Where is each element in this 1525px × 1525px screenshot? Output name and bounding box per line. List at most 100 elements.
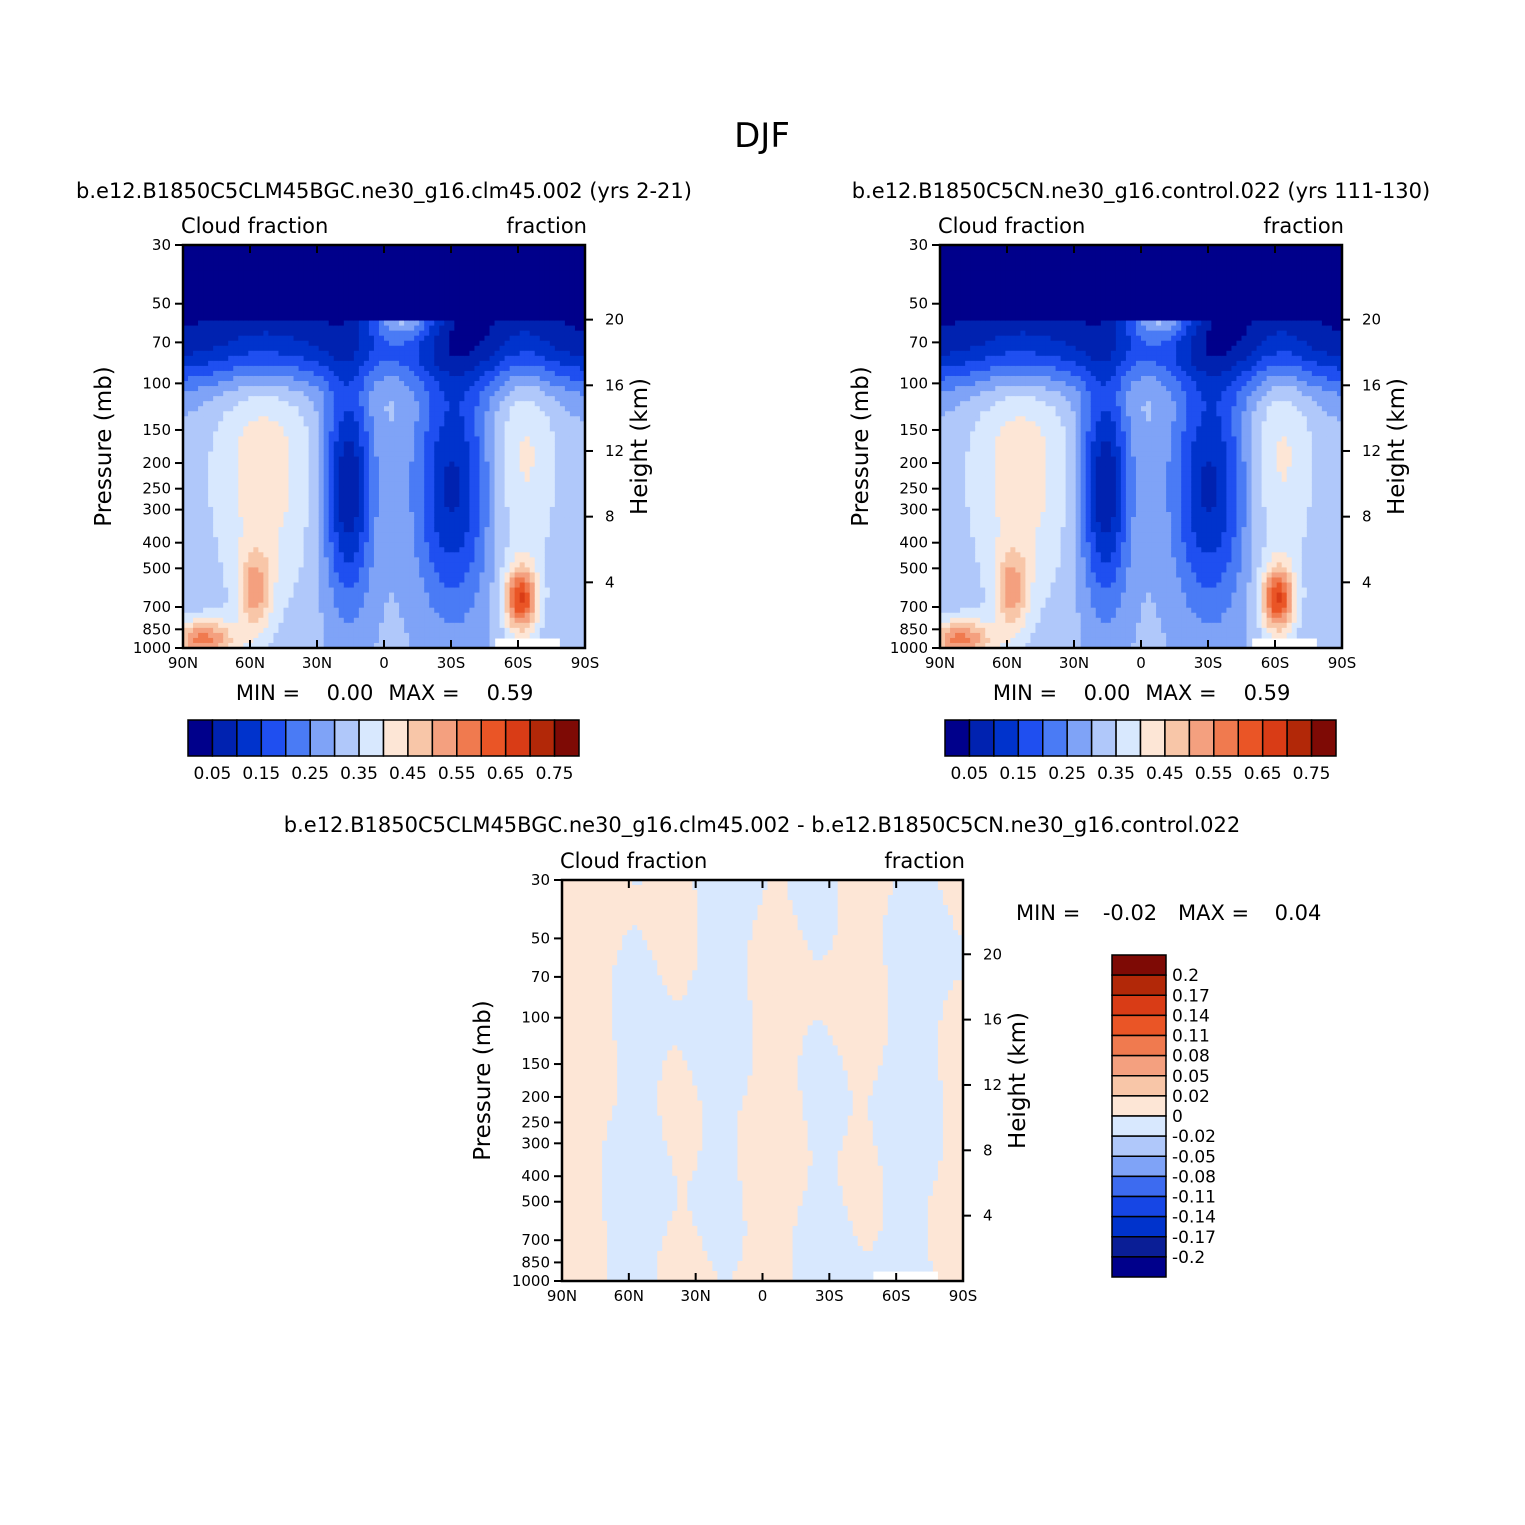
field-cell — [288, 320, 295, 327]
field-cell — [253, 642, 259, 649]
field-cell — [414, 587, 420, 594]
field-cell — [183, 265, 189, 271]
field-cell — [208, 567, 214, 574]
field-cell — [424, 396, 430, 402]
field-cell — [298, 612, 305, 619]
field-cell — [469, 426, 476, 432]
field-cell — [479, 522, 486, 528]
field-cell — [228, 501, 234, 508]
field-cell — [348, 401, 355, 407]
field-cell — [208, 547, 214, 553]
field-cell — [439, 592, 445, 599]
field-cell — [459, 577, 466, 584]
field-cell — [283, 496, 290, 503]
field-cell — [429, 335, 435, 342]
field-cell — [409, 607, 415, 614]
field-cell — [333, 421, 340, 427]
field-cell — [409, 491, 415, 498]
field-cell — [479, 506, 486, 513]
field-cell — [404, 345, 410, 352]
field-cell — [384, 562, 390, 568]
field-cell — [414, 265, 420, 271]
field-cell — [343, 557, 350, 563]
field-cell — [238, 547, 244, 553]
field-cell — [348, 587, 355, 594]
field-cell — [469, 451, 476, 458]
field-cell — [389, 446, 395, 453]
field-cell — [213, 642, 219, 649]
field-cell — [183, 270, 189, 276]
field-cell — [419, 446, 425, 453]
field-cell — [328, 532, 335, 538]
field-cell — [389, 476, 395, 483]
field-cell — [424, 441, 430, 448]
field-cell — [353, 255, 360, 261]
field-cell — [298, 295, 305, 302]
field-cell — [203, 391, 209, 397]
field-cell — [188, 426, 194, 432]
field-cell — [394, 421, 400, 427]
field-cell — [283, 260, 290, 266]
field-cell — [384, 461, 390, 468]
field-cell — [258, 290, 265, 296]
field-cell — [368, 290, 375, 296]
field-cell — [263, 320, 270, 327]
field-cell — [358, 260, 365, 266]
field-cell — [238, 255, 244, 261]
field-cell — [293, 245, 300, 251]
field-cell — [213, 632, 219, 639]
field-cell — [378, 451, 385, 458]
field-cell — [409, 481, 415, 488]
field-cell — [389, 572, 395, 579]
field-cell — [394, 542, 400, 548]
field-cell — [183, 340, 189, 347]
field-cell — [228, 557, 234, 563]
field-cell — [353, 607, 360, 614]
field-cell — [313, 567, 320, 574]
field-cell — [464, 406, 471, 412]
field-cell — [208, 587, 214, 594]
field-cell — [283, 330, 290, 337]
field-cell — [353, 446, 360, 453]
field-cell — [394, 340, 400, 347]
field-cell — [449, 577, 455, 584]
field-cell — [193, 370, 199, 377]
field-cell — [193, 547, 199, 553]
field-cell — [243, 280, 249, 286]
field-cell — [188, 582, 194, 589]
field-cell — [298, 275, 305, 281]
field-cell — [193, 537, 199, 543]
field-cell — [303, 486, 310, 493]
field-cell — [348, 511, 355, 518]
field-cell — [283, 411, 290, 417]
field-cell — [213, 501, 219, 508]
field-cell — [424, 300, 430, 307]
field-cell — [253, 456, 259, 463]
field-cell — [384, 532, 390, 538]
field-cell — [444, 617, 450, 624]
field-cell — [484, 290, 491, 296]
field-cell — [353, 280, 360, 286]
field-cell — [378, 381, 385, 387]
field-cell — [208, 436, 214, 443]
field-cell — [218, 360, 224, 367]
field-cell — [198, 401, 204, 407]
field-cell — [303, 426, 310, 432]
field-cell — [338, 441, 345, 448]
field-cell — [399, 416, 405, 422]
field-cell — [308, 522, 315, 528]
field-cell — [208, 597, 214, 604]
field-cell — [343, 265, 350, 271]
field-cell — [273, 275, 280, 281]
field-cell — [378, 370, 385, 377]
field-cell — [384, 632, 390, 639]
field-cell — [414, 471, 420, 478]
field-cell — [479, 607, 486, 614]
field-cell — [198, 391, 204, 397]
field-cell — [404, 250, 410, 256]
field-cell — [343, 295, 350, 302]
field-cell — [348, 365, 355, 372]
field-cell — [353, 396, 360, 402]
field-cell — [459, 370, 466, 377]
field-cell — [298, 330, 305, 337]
